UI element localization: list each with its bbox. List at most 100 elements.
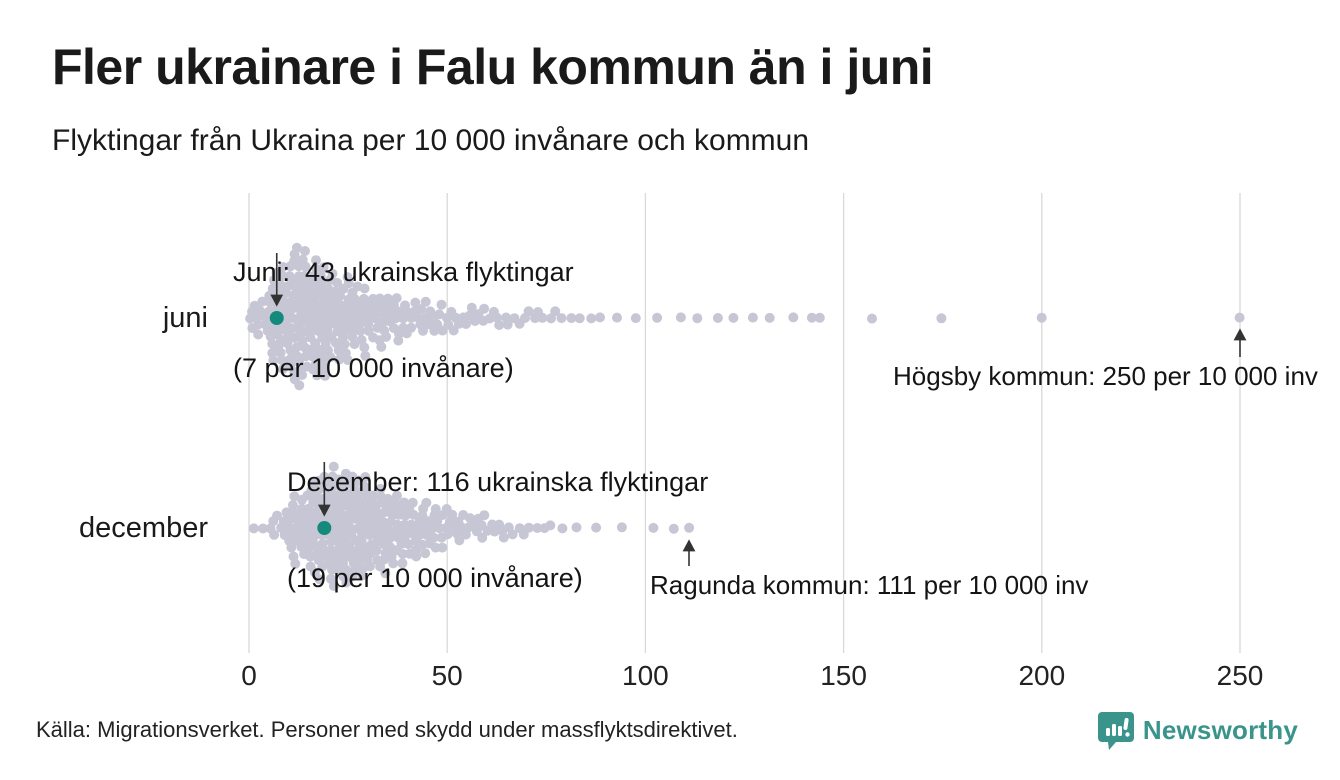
municipality-dot <box>275 347 286 358</box>
municipality-dot <box>436 299 447 310</box>
annotation-december: December: 116 ukrainska flyktingar (19 p… <box>287 402 708 658</box>
municipality-dot <box>571 522 582 533</box>
municipality-dot <box>328 581 339 591</box>
municipality-dot <box>382 293 393 304</box>
municipality-dot <box>556 313 567 324</box>
municipality-dot <box>595 312 605 323</box>
municipality-dot <box>342 272 353 283</box>
x-gridlines <box>248 193 1241 653</box>
annotation-juni-line2: (7 per 10 000 invånare) <box>233 353 514 383</box>
row-label-december: december <box>79 512 208 544</box>
source-note: Källa: Migrationsverket. Personer med sk… <box>36 717 738 742</box>
municipality-dot <box>288 507 299 518</box>
annotation-arrows <box>270 253 1247 566</box>
municipality-dot <box>630 313 641 324</box>
municipality-dot <box>360 350 371 361</box>
municipality-dot <box>557 523 568 534</box>
municipality-dot <box>314 574 325 585</box>
municipality-dot <box>692 313 703 324</box>
annotation-juni-line1: Juni: 43 ukrainska flyktingar <box>233 257 574 287</box>
municipality-dot <box>341 564 352 575</box>
x-tick-label: 200 <box>1018 660 1066 691</box>
municipality-dot <box>316 277 327 288</box>
municipality-dot <box>712 313 723 323</box>
municipality-dot <box>342 355 353 366</box>
municipality-dot <box>420 296 431 307</box>
municipality-dot <box>357 570 368 581</box>
municipality-dot <box>359 342 370 353</box>
annotation-december-line1: December: 116 ukrainska flyktingar <box>287 467 709 497</box>
municipality-dot <box>253 329 264 340</box>
municipality-dot <box>380 568 391 579</box>
municipality-dot <box>574 313 585 324</box>
municipality-dot <box>314 484 324 495</box>
municipality-dot <box>523 306 534 317</box>
municipality-dot <box>747 312 758 323</box>
municipality-dot <box>248 523 259 534</box>
municipality-dot <box>502 319 513 330</box>
municipality-dot <box>591 522 602 533</box>
municipality-dot <box>388 558 399 569</box>
municipality-dot <box>814 312 825 323</box>
municipality-dot <box>406 322 417 333</box>
municipality-dot <box>507 529 518 540</box>
municipality-dot <box>294 380 305 391</box>
municipality-dot <box>391 293 402 304</box>
municipality-dot <box>494 320 505 330</box>
municipality-dot <box>334 354 345 365</box>
municipality-dot <box>612 312 622 323</box>
x-tick-label: 0 <box>241 660 257 691</box>
falu-highlight-dot-december <box>317 521 332 535</box>
municipality-dot <box>477 532 488 543</box>
municipality-dot <box>447 509 458 520</box>
chart-subtitle: Flyktingar från Ukraina per 10 000 invån… <box>52 124 810 157</box>
municipality-dot <box>290 558 301 569</box>
row-label-juni: juni <box>162 302 208 334</box>
municipality-dot <box>1234 312 1245 323</box>
municipality-dot <box>359 283 370 294</box>
municipality-dot <box>253 319 264 330</box>
municipality-dot <box>333 474 344 485</box>
municipality-dot <box>675 312 686 323</box>
municipality-dot <box>668 523 679 534</box>
x-tick-label: 100 <box>622 660 669 691</box>
municipality-dot <box>365 561 375 572</box>
municipality-dot <box>532 523 543 533</box>
municipality-dot <box>339 339 350 350</box>
municipality-dot <box>616 522 627 533</box>
municipality-dot <box>684 522 695 533</box>
municipality-dot <box>420 548 431 559</box>
municipality-dot <box>428 532 439 543</box>
juni-swarm <box>245 242 1245 391</box>
municipality-dot <box>566 313 577 324</box>
municipality-dot <box>375 483 386 494</box>
municipality-dot <box>328 481 339 492</box>
municipality-dot <box>276 280 287 291</box>
municipality-dot <box>518 529 529 540</box>
municipality-dot <box>257 296 268 307</box>
municipality-dot <box>349 294 360 305</box>
municipality-dot <box>269 529 280 540</box>
municipality-dot <box>327 268 338 279</box>
municipality-dot <box>277 355 287 366</box>
annotation-juni: Juni: 43 ukrainska flyktingar (7 per 10 … <box>233 192 574 448</box>
municipality-dot <box>291 342 302 353</box>
municipality-dot <box>376 341 387 352</box>
municipality-dot <box>461 319 471 329</box>
municipality-dot <box>318 262 329 273</box>
municipality-dot <box>381 331 392 342</box>
municipality-dot <box>586 313 597 324</box>
municipality-dot <box>311 370 322 381</box>
municipality-dot <box>545 520 556 531</box>
municipality-dot <box>289 491 300 502</box>
municipality-dot <box>728 312 739 323</box>
municipality-dot <box>286 542 297 553</box>
municipality-dot <box>311 358 322 369</box>
municipality-dot <box>806 312 817 323</box>
municipality-dot <box>287 500 298 511</box>
municipality-dot <box>411 551 422 562</box>
municipality-dot <box>347 331 358 342</box>
newsworthy-logo-icon <box>1097 712 1134 750</box>
municipality-dot <box>328 461 339 472</box>
